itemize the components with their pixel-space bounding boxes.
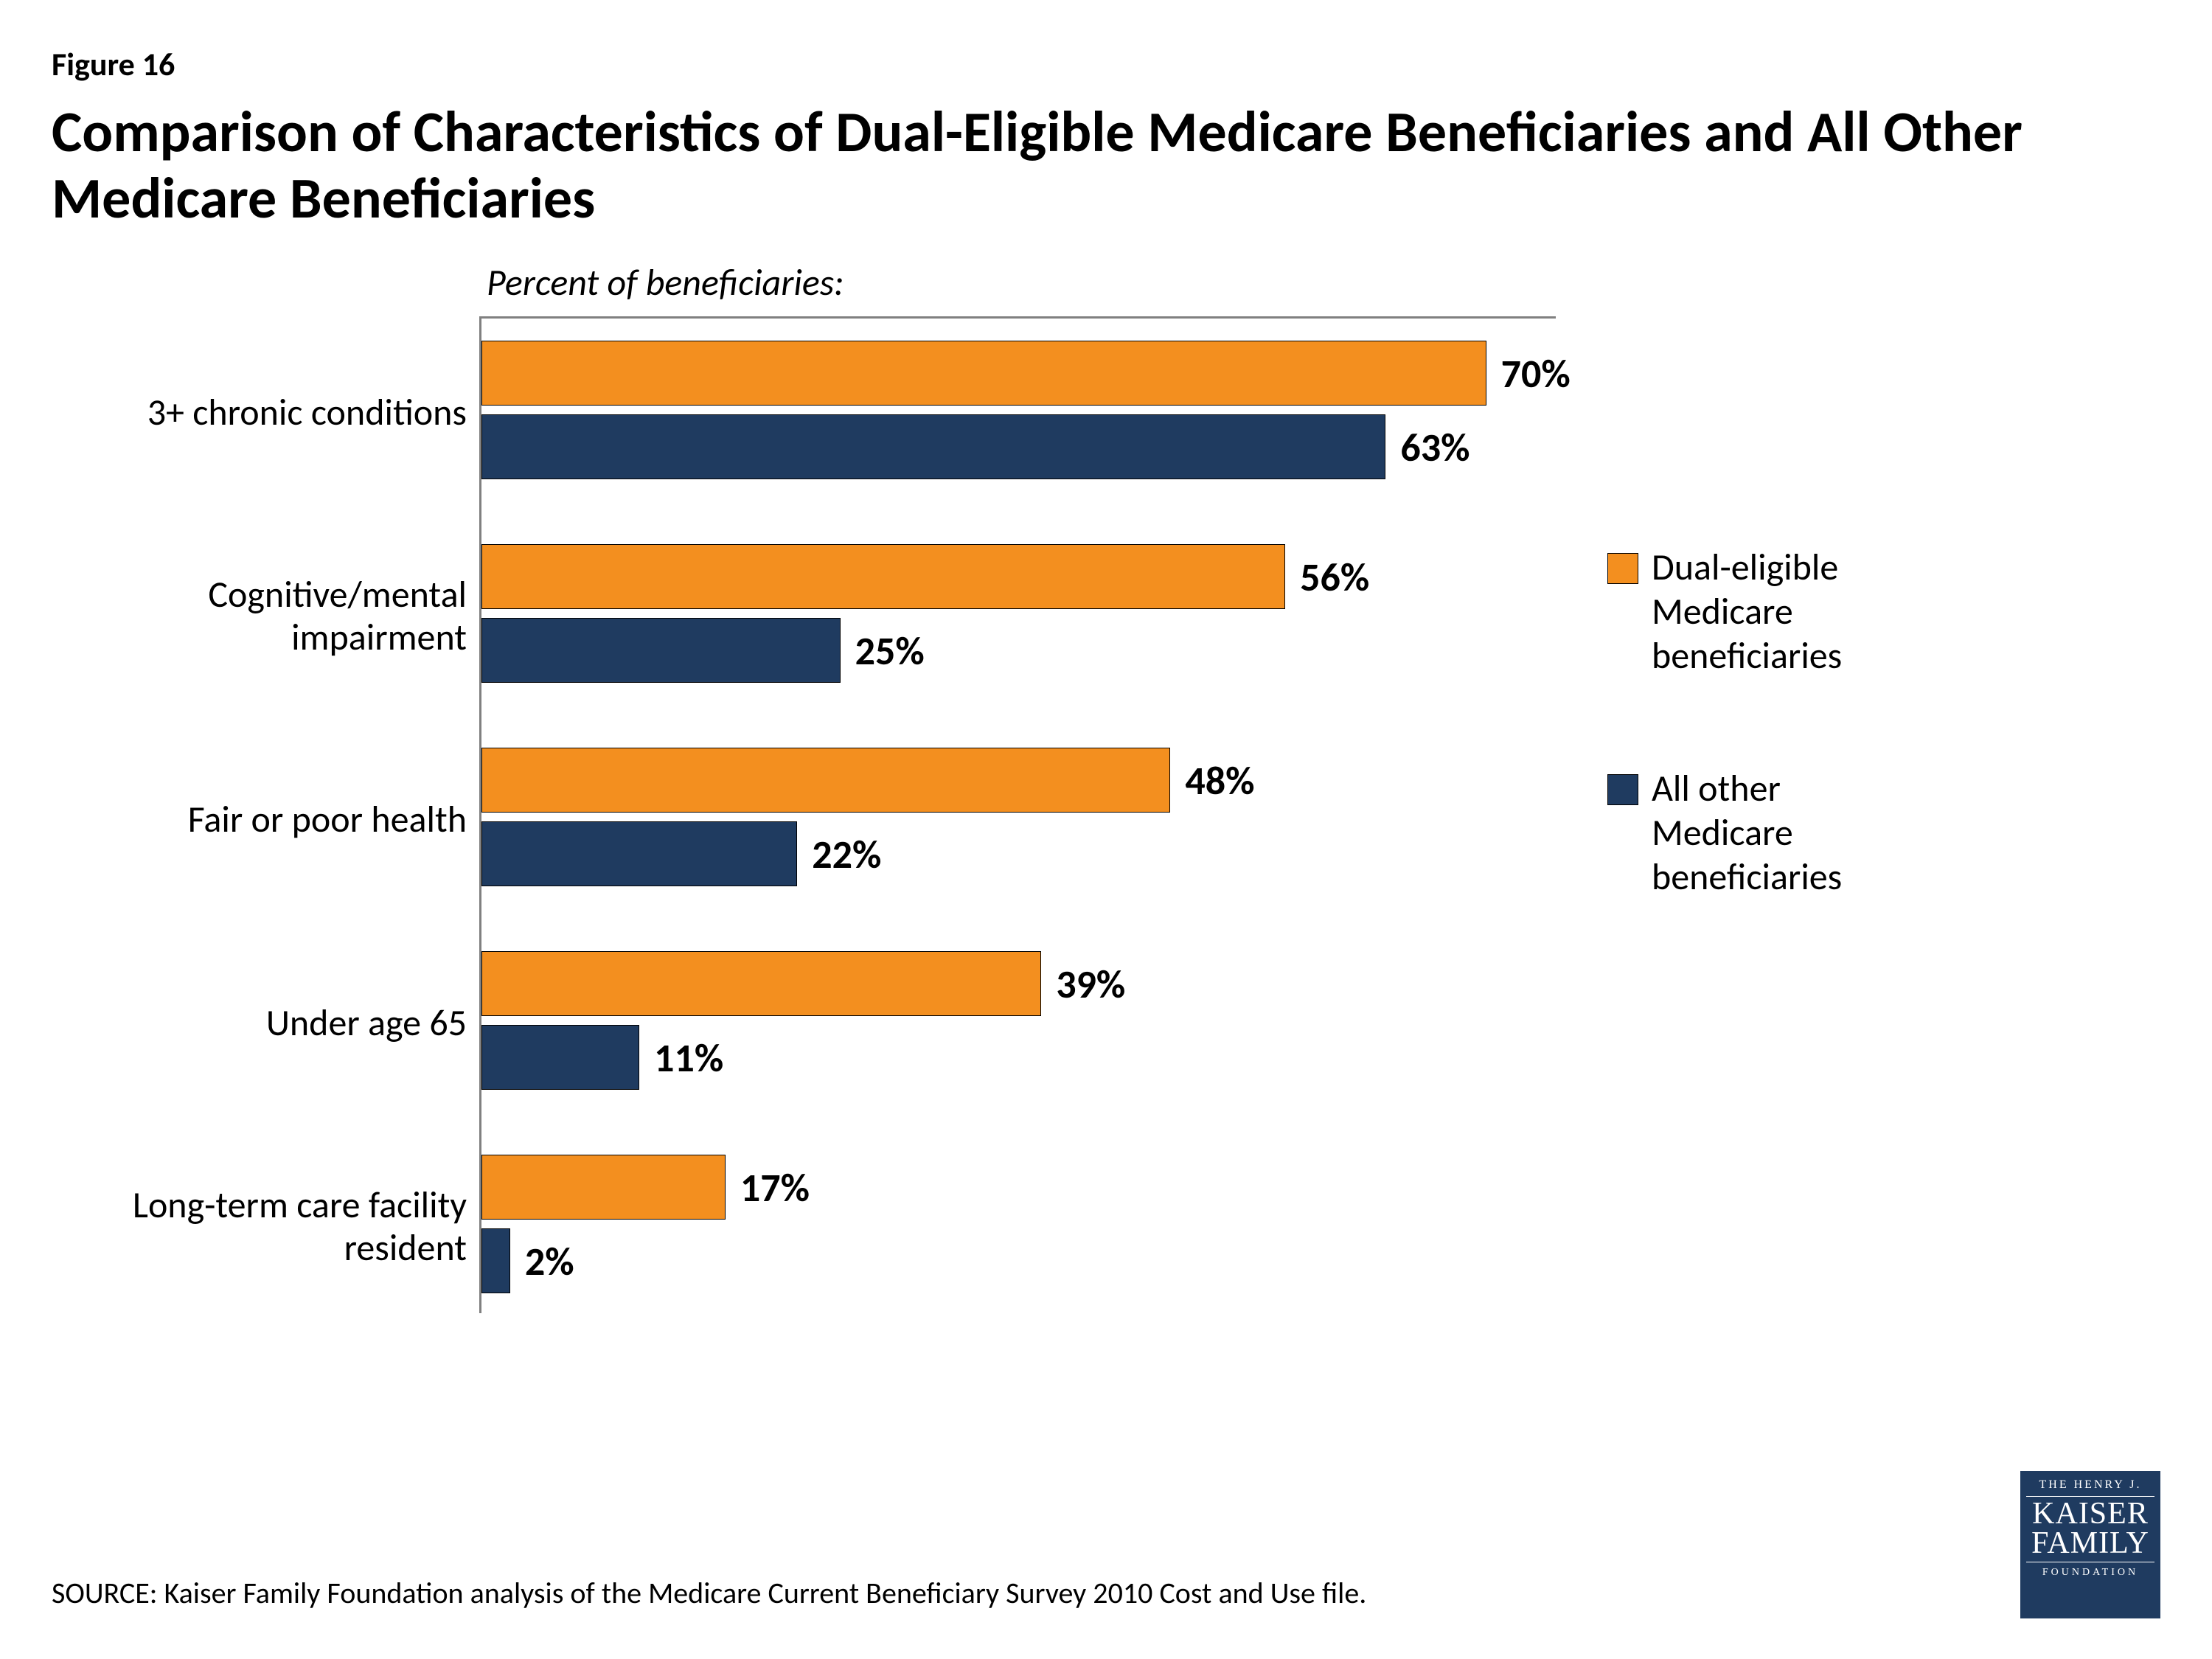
chart-subtitle: Percent of beneficiaries: bbox=[487, 260, 2160, 305]
chart-title: Comparison of Characteristics of Dual-El… bbox=[52, 99, 2160, 231]
legend-label: Dual-eligibleMedicarebeneficiaries bbox=[1652, 546, 1842, 678]
bar-dual-eligible bbox=[481, 748, 1170, 813]
legend-label: All otherMedicarebeneficiaries bbox=[1652, 767, 1842, 900]
legend-item: Dual-eligibleMedicarebeneficiaries bbox=[1607, 546, 1842, 678]
value-label: 56% bbox=[1300, 553, 1369, 602]
bar-dual-eligible bbox=[481, 544, 1285, 609]
value-label: 70% bbox=[1501, 349, 1571, 398]
logo-line1: THE HENRY J. bbox=[2026, 1478, 2154, 1497]
bar-all-other bbox=[481, 1025, 639, 1090]
value-label: 2% bbox=[525, 1237, 574, 1286]
bar-dual-eligible bbox=[481, 1155, 726, 1220]
category-label: Under age 65 bbox=[266, 1002, 467, 1045]
bar-dual-eligible bbox=[481, 341, 1486, 406]
value-label: 25% bbox=[855, 627, 925, 675]
bar-all-other bbox=[481, 618, 841, 683]
category-label: 3+ chronic conditions bbox=[147, 392, 467, 434]
chart-area: Percent of beneficiaries: 70%63%3+ chron… bbox=[479, 260, 2160, 1313]
value-label: 11% bbox=[654, 1034, 723, 1082]
legend: Dual-eligibleMedicarebeneficiaries All ot… bbox=[1607, 546, 1842, 988]
source-note: SOURCE: Kaiser Family Foundation analysi… bbox=[52, 1575, 1366, 1611]
bar-all-other bbox=[481, 1228, 510, 1293]
logo-line2b: FAMILY bbox=[2026, 1529, 2154, 1559]
category-label: Long-term care facilityresident bbox=[133, 1184, 467, 1269]
value-label: 17% bbox=[740, 1164, 810, 1212]
category-label: Fair or poor health bbox=[188, 799, 467, 841]
legend-swatch bbox=[1607, 553, 1638, 584]
category-label: Cognitive/mentalimpairment bbox=[208, 574, 467, 658]
legend-swatch bbox=[1607, 774, 1638, 805]
logo-line3: FOUNDATION bbox=[2026, 1562, 2154, 1579]
bar-dual-eligible bbox=[481, 951, 1041, 1016]
bar-all-other bbox=[481, 414, 1385, 479]
logo-line2a: KAISER bbox=[2026, 1500, 2154, 1529]
figure-number: Figure 16 bbox=[52, 44, 2160, 84]
value-label: 39% bbox=[1056, 960, 1125, 1009]
value-label: 22% bbox=[812, 830, 881, 879]
value-label: 48% bbox=[1185, 757, 1254, 805]
plot-region: 70%63%3+ chronic conditions56%25%Cogniti… bbox=[479, 316, 1556, 1313]
legend-item: All otherMedicarebeneficiaries bbox=[1607, 767, 1842, 900]
kaiser-logo: THE HENRY J. KAISER FAMILY FOUNDATION bbox=[2020, 1471, 2160, 1618]
bar-all-other bbox=[481, 821, 797, 886]
value-label: 63% bbox=[1400, 423, 1470, 472]
